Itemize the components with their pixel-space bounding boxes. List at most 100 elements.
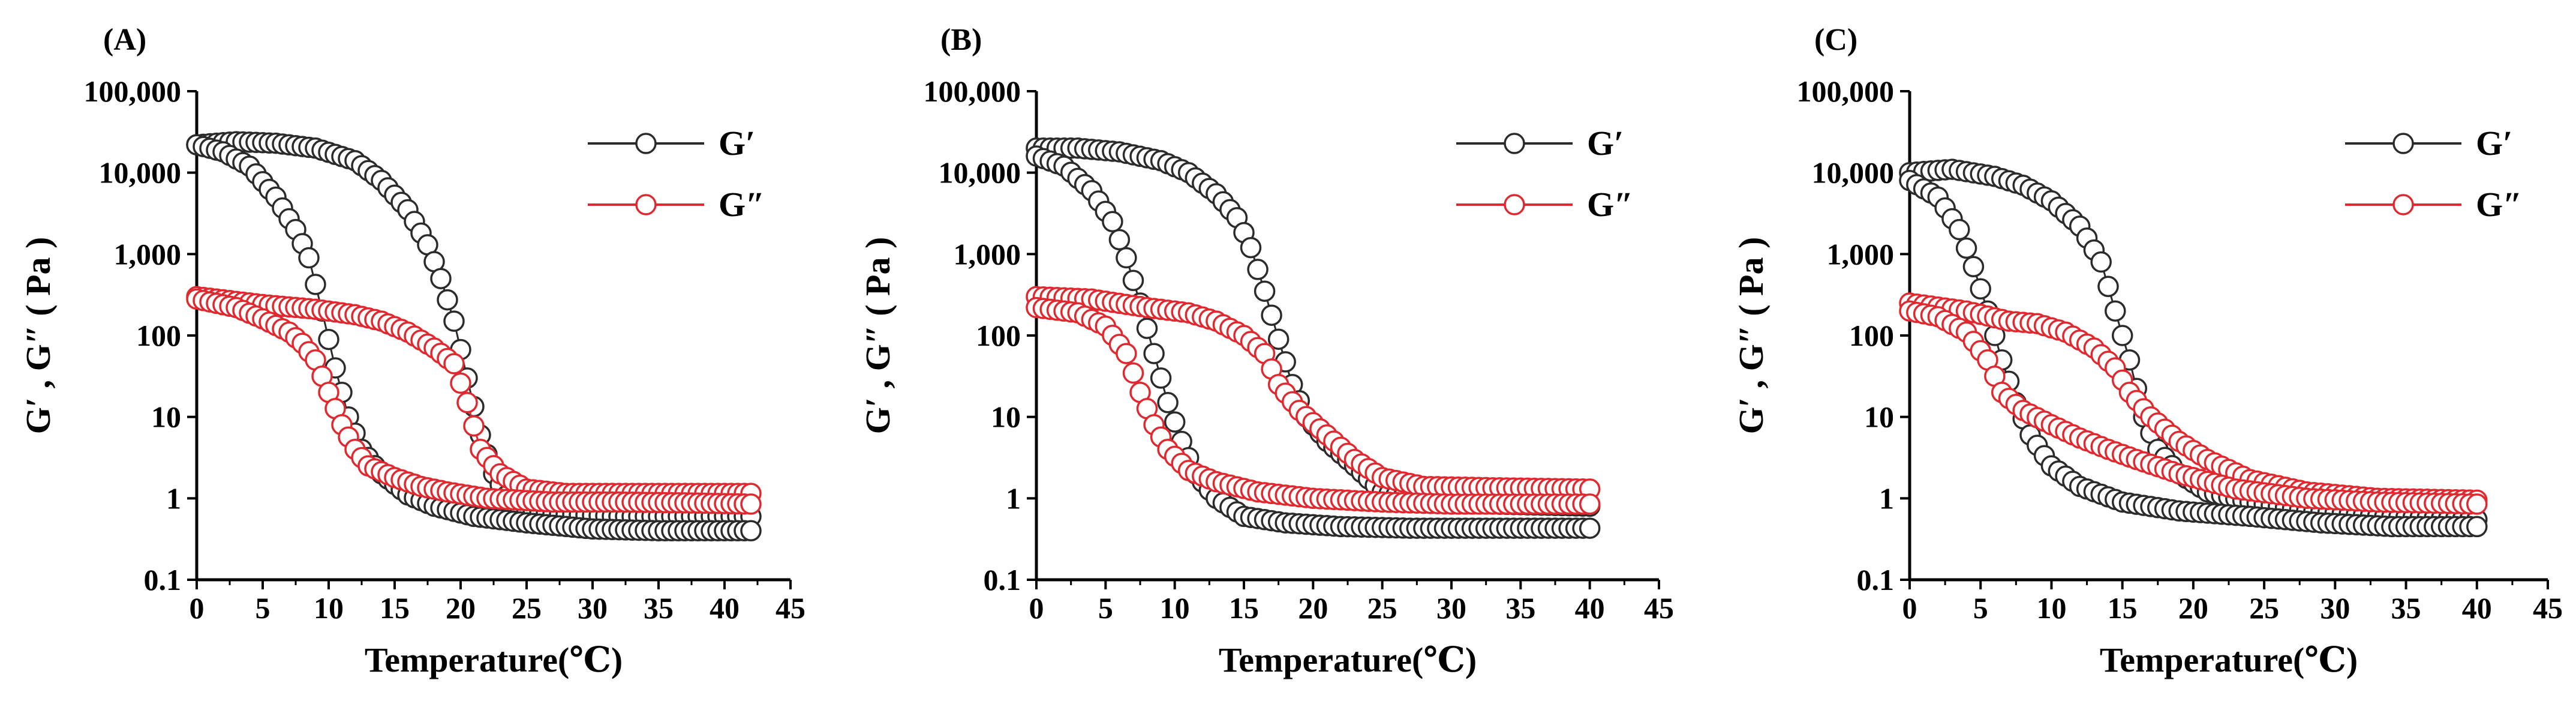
y-axis-title: G′ , G″ ( Pa ) xyxy=(858,237,897,435)
data-point xyxy=(443,310,465,332)
y-tick-label: 1,000 xyxy=(114,237,182,271)
legend: G′ G″ xyxy=(588,124,765,224)
y-tick-label: 10,000 xyxy=(939,156,1021,190)
data-point xyxy=(1254,280,1276,302)
y-tick-label: 100,000 xyxy=(84,74,182,108)
data-point xyxy=(1267,328,1289,350)
data-point xyxy=(450,372,471,394)
y-tick-label: 100 xyxy=(136,319,181,352)
legend-label: G′ xyxy=(2476,124,2512,163)
data-point xyxy=(1949,218,1970,241)
legend-label: G′ xyxy=(1587,124,1624,163)
panel-label: (C) xyxy=(1814,23,1857,57)
x-tick-label: 25 xyxy=(512,591,542,625)
x-tick-label: 10 xyxy=(2036,591,2066,625)
data-point xyxy=(1102,211,1123,233)
data-point xyxy=(456,392,478,414)
series-g-loss xyxy=(1899,292,2488,515)
data-point xyxy=(1970,278,1991,300)
data-point xyxy=(2090,251,2112,273)
data-point xyxy=(430,268,452,289)
panel-b: (B) 0 5 10 15 20 25 30 35 40 45 0.1 1 10 100 1,000 10,00… xyxy=(858,23,1674,679)
x-tick-label: 35 xyxy=(2391,591,2421,625)
data-point xyxy=(1240,236,1262,259)
data-point xyxy=(1116,247,1137,269)
legend-label: G″ xyxy=(719,185,765,224)
x-tick-label: 40 xyxy=(1575,591,1605,625)
data-point xyxy=(1962,256,1985,278)
legend-marker xyxy=(2392,194,2414,215)
data-point xyxy=(1122,362,1144,384)
x-axis-title: Temperature(℃) xyxy=(2100,640,2358,679)
data-point xyxy=(1955,237,1977,259)
panel-label: (B) xyxy=(940,23,982,57)
data-point xyxy=(1108,229,1131,251)
y-tick-label: 1 xyxy=(1879,481,1894,515)
data-point xyxy=(2466,516,2488,538)
data-point xyxy=(740,493,762,515)
x-tick-label: 5 xyxy=(1098,591,1113,625)
x-tick-label: 25 xyxy=(1367,591,1397,625)
legend-label: G″ xyxy=(2476,185,2522,224)
legend-marker xyxy=(1504,194,1525,215)
y-tick-label: 10,000 xyxy=(99,156,182,190)
x-tick-label: 35 xyxy=(644,591,674,625)
y-tick-label: 1 xyxy=(1006,481,1021,515)
x-tick-label: 25 xyxy=(2249,591,2279,625)
y-tick-label: 10 xyxy=(991,400,1021,434)
x-tick-label: 30 xyxy=(1436,591,1466,625)
x-tick-label: 30 xyxy=(578,591,608,625)
legend-marker xyxy=(2392,133,2414,154)
x-tick-label: 10 xyxy=(314,591,344,625)
series-g-loss xyxy=(1026,286,1601,515)
series-line-heating xyxy=(1036,295,1590,490)
y-tick-label: 0.1 xyxy=(1857,563,1895,597)
x-tick-label: 40 xyxy=(710,591,740,625)
x-tick-label: 20 xyxy=(446,591,476,625)
y-tick-label: 0.1 xyxy=(984,563,1021,597)
x-tick-label: 35 xyxy=(1505,591,1535,625)
data-point xyxy=(1122,269,1144,292)
x-axis-title: Temperature(℃) xyxy=(365,640,623,679)
y-tick-label: 10,000 xyxy=(1812,156,1895,190)
data-point xyxy=(1116,343,1137,364)
series-g-loss xyxy=(186,286,762,515)
data-point xyxy=(1150,367,1172,389)
x-tick-label: 45 xyxy=(775,591,805,625)
x-tick-label: 15 xyxy=(380,591,410,625)
data-point xyxy=(1164,411,1186,433)
panel-label: (A) xyxy=(103,23,146,57)
x-tick-label: 15 xyxy=(1229,591,1259,625)
data-point xyxy=(443,353,465,375)
legend: G′ G″ xyxy=(1456,124,1633,224)
data-point xyxy=(318,328,339,350)
x-tick-label: 45 xyxy=(2533,591,2563,625)
data-point xyxy=(2105,300,2126,322)
x-tick-label: 0 xyxy=(1902,591,1917,625)
panel-a: (A) 0 5 10 15 20 25 30 35 40 45 0.1 1 10 100 1,000 10,00… xyxy=(19,23,805,679)
legend-marker xyxy=(635,133,657,154)
x-tick-label: 0 xyxy=(190,591,205,625)
x-tick-label: 40 xyxy=(2462,591,2492,625)
data-point xyxy=(1579,493,1601,515)
y-tick-label: 100 xyxy=(976,319,1021,352)
x-tick-label: 0 xyxy=(1029,591,1044,625)
legend-label: G′ xyxy=(719,124,755,163)
series-g-storage xyxy=(186,131,762,542)
y-tick-label: 1,000 xyxy=(1827,237,1895,271)
data-point xyxy=(740,520,762,542)
y-tick-label: 100,000 xyxy=(924,74,1021,108)
data-point xyxy=(2466,493,2488,515)
x-tick-label: 15 xyxy=(2108,591,2138,625)
y-tick-label: 10 xyxy=(151,400,181,434)
y-axis-title: G′ , G″ ( Pa ) xyxy=(1732,237,1771,435)
legend-marker xyxy=(1504,133,1525,154)
y-axis-title: G′ , G″ ( Pa ) xyxy=(19,237,58,435)
legend-label: G″ xyxy=(1587,185,1633,224)
y-tick-label: 0.1 xyxy=(144,563,182,597)
y-tick-label: 100,000 xyxy=(1797,74,1895,108)
y-tick-label: 1 xyxy=(166,481,181,515)
y-tick-label: 100 xyxy=(1849,319,1894,352)
y-tick-label: 10 xyxy=(1864,400,1894,434)
